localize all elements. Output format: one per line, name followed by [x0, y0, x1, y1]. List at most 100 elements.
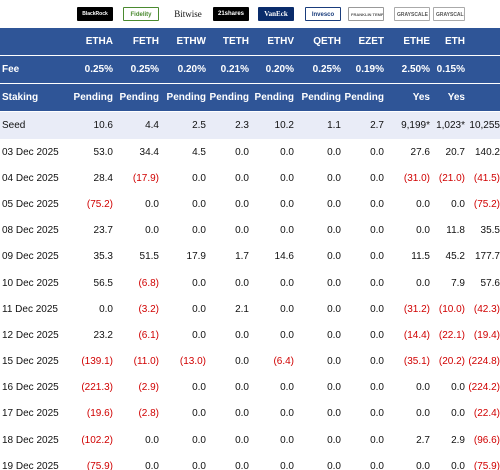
flow-cell: (13.0) — [179, 356, 206, 368]
logo-cell: BlackRock — [66, 0, 116, 28]
ticker-cell: ETHE — [403, 36, 430, 47]
flow-cell: 0.0 — [235, 408, 249, 420]
ticker-cell: FETH — [132, 36, 159, 47]
flow-cell: 2.1 — [235, 303, 249, 315]
flow-cell: 0.0 — [280, 277, 294, 289]
table-row: 09 Dec 2025 35.3 51.5 17.9 1.7 14.6 0.0 0.0 11.5… — [0, 243, 500, 270]
ticker-cell: ETHW — [176, 36, 206, 47]
flow-cell: (17.9) — [132, 172, 159, 184]
flow-cell: (31.2) — [403, 303, 430, 315]
flow-label: 08 Dec 2025 — [2, 225, 59, 237]
flow-cell: 0.0 — [370, 303, 384, 315]
flow-cell: 0.0 — [370, 329, 384, 341]
staking-cell: Pending — [344, 92, 384, 103]
grayscale-ethe-logo: GRAYSCALE — [394, 7, 430, 21]
flow-cell: 0.0 — [327, 356, 341, 368]
seed-cell: 2.3 — [235, 120, 249, 131]
flow-cell: (75.2) — [473, 198, 500, 210]
flow-cell: (75.2) — [86, 198, 113, 210]
staking-cell: Pending — [301, 92, 341, 103]
flow-cell: 140.2 — [474, 146, 500, 158]
flow-cell: 0.0 — [235, 460, 249, 470]
flow-cell: 56.5 — [93, 277, 113, 289]
flow-cell: (75.9) — [86, 460, 113, 470]
flow-cell: (6.8) — [138, 277, 159, 289]
fee-cell: 0.25% — [312, 64, 341, 75]
flow-cell: 4.5 — [192, 146, 206, 158]
flow-cell: 0.0 — [370, 434, 384, 446]
ticker-cell: ETHA — [85, 36, 113, 47]
flow-cell: 45.2 — [445, 251, 465, 263]
flow-cell: 51.5 — [139, 251, 159, 263]
table-row: 16 Dec 2025 (221.3) (2.9) 0.0 0.0 0.0 0.0 0.0 0.… — [0, 374, 500, 401]
flow-cell: 0.0 — [145, 460, 159, 470]
flow-cell: (96.6) — [473, 434, 500, 446]
flow-cell: 11.8 — [446, 225, 465, 237]
table-row: 05 Dec 2025 (75.2) 0.0 0.0 0.0 0.0 0.0 0.0 0.0 0.… — [0, 191, 500, 218]
flow-cell: 0.0 — [145, 225, 159, 237]
ticker-cell: ETHV — [267, 36, 294, 47]
flow-cell: 0.0 — [451, 408, 465, 420]
flow-cell: (14.4) — [403, 329, 430, 341]
flow-cell: 0.0 — [451, 382, 465, 394]
seed-label: Seed — [2, 120, 26, 131]
staking-cell: Yes — [447, 92, 465, 103]
flow-cell: 0.0 — [280, 408, 294, 420]
seed-row: Seed 10.6 4.4 2.5 2.3 10.2 1.1 2.7 9,199* 1,023* 1… — [0, 112, 500, 139]
flow-cell: 0.0 — [192, 303, 206, 315]
flow-cell: 0.0 — [145, 434, 159, 446]
logo-cell: Invesco — [297, 0, 344, 28]
flow-cell: 0.0 — [370, 251, 384, 263]
flow-cell: (22.1) — [438, 329, 465, 341]
staking-cell: Pending — [209, 92, 249, 103]
flow-label: 04 Dec 2025 — [2, 172, 59, 184]
table-row: 11 Dec 2025 0.0 (3.2) 0.0 2.1 0.0 0.0 0.0 (31.2)… — [0, 296, 500, 323]
flow-cell: 0.0 — [280, 434, 294, 446]
fee-cell: 0.21% — [220, 64, 249, 75]
logo-spacer — [0, 0, 66, 28]
seed-cell: 1.1 — [327, 120, 341, 131]
issuer-logo-row: BlackRock Fidelity Bitwise 21shares VanEck In… — [0, 0, 500, 28]
vaneck-logo: VanEck — [258, 7, 294, 21]
flow-cell: 0.0 — [327, 408, 341, 420]
flow-cell: (42.3) — [473, 303, 500, 315]
flow-cell: 0.0 — [99, 303, 113, 315]
table-row: 19 Dec 2025 (75.9) 0.0 0.0 0.0 0.0 0.0 0.0 0.0 0.… — [0, 453, 500, 470]
fee-cell: 0.20% — [177, 64, 206, 75]
header-divider — [0, 111, 500, 112]
seed-cell: 4.4 — [145, 120, 159, 131]
flow-cell: 0.0 — [416, 198, 430, 210]
ticker-cell: EZET — [358, 36, 384, 47]
flow-cell: 0.0 — [327, 329, 341, 341]
flow-cell: 0.0 — [235, 198, 249, 210]
flow-cell: (6.4) — [273, 356, 294, 368]
flow-cell: 0.0 — [370, 172, 384, 184]
seed-cell: 2.5 — [192, 120, 206, 131]
table-row: 12 Dec 2025 23.2 (6.1) 0.0 0.0 0.0 0.0 0.0 (14.4… — [0, 322, 500, 349]
flow-cell: 0.0 — [280, 382, 294, 394]
flow-cell: (6.1) — [138, 329, 159, 341]
staking-cell: Yes — [412, 92, 430, 103]
flow-label: 15 Dec 2025 — [2, 356, 59, 368]
flow-label: 11 Dec 2025 — [2, 303, 58, 315]
flow-cell: 0.0 — [192, 198, 206, 210]
flow-cell: 35.5 — [480, 225, 500, 237]
franklin-templeton-logo: FRANKLIN TEMPLETON — [348, 7, 384, 21]
flow-cell: 2.9 — [451, 434, 465, 446]
flow-cell: 0.0 — [327, 277, 341, 289]
table-row: 15 Dec 2025 (139.1) (11.0) (13.0) 0.0 (6.4) 0.… — [0, 348, 500, 375]
logo-cell: FRANKLIN TEMPLETON — [344, 0, 387, 28]
flow-cell: 11.5 — [411, 251, 430, 263]
staking-row: Staking Pending Pending Pending Pending Pendi… — [0, 84, 500, 111]
fee-cell: 0.25% — [84, 64, 113, 75]
flow-cell: 0.0 — [327, 382, 341, 394]
flow-cell: 0.0 — [327, 146, 341, 158]
flow-label: 10 Dec 2025 — [2, 277, 59, 289]
flow-cell: 0.0 — [370, 382, 384, 394]
flow-cell: 34.4 — [139, 146, 159, 158]
flow-cell: 0.0 — [192, 382, 206, 394]
flow-cell: 0.0 — [145, 198, 159, 210]
flow-cell: 0.0 — [280, 146, 294, 158]
header-divider — [0, 55, 500, 56]
